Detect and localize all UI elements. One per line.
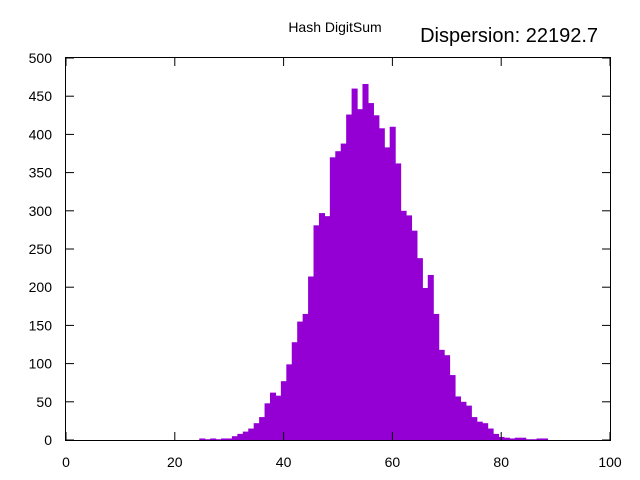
histogram-bar	[242, 431, 249, 440]
histogram-bar	[476, 421, 483, 440]
histogram-bar	[329, 157, 336, 440]
histogram-bar	[542, 438, 549, 440]
histogram-bar	[286, 364, 293, 440]
histogram-bar	[384, 147, 391, 440]
histogram-bar	[531, 439, 538, 440]
y-tick-label: 350	[29, 165, 53, 181]
histogram-bar	[416, 258, 423, 440]
y-tick-label: 50	[36, 394, 52, 410]
histogram-bar	[400, 210, 407, 440]
y-tick-label: 150	[29, 317, 53, 333]
histogram-bar	[302, 313, 309, 440]
y-tick-label: 0	[44, 432, 52, 448]
histogram-bar	[215, 439, 222, 440]
histogram-bar	[503, 437, 510, 440]
histogram-bar	[297, 321, 304, 440]
x-tick-label: 60	[385, 454, 401, 470]
bars-group	[199, 83, 549, 441]
y-tick-label: 100	[29, 356, 53, 372]
histogram-bar	[313, 225, 320, 440]
histogram-bar	[275, 395, 282, 440]
histogram-bar	[270, 392, 277, 440]
histogram-bar	[248, 428, 255, 440]
histogram-bar	[433, 313, 440, 440]
histogram-bar	[471, 417, 478, 440]
histogram-bar	[525, 439, 532, 440]
y-tick-label: 450	[29, 88, 53, 104]
y-tick-label: 500	[29, 50, 53, 66]
histogram-bar	[406, 215, 413, 440]
histogram-bar	[291, 342, 298, 440]
histogram-bar	[226, 438, 233, 440]
histogram-bar	[351, 88, 358, 440]
dispersion-annotation: Dispersion: 22192.7	[420, 25, 598, 47]
x-tick-label: 80	[493, 454, 509, 470]
histogram-bar	[318, 213, 325, 440]
histogram-bar	[335, 151, 342, 440]
histogram-bar	[395, 163, 402, 440]
histogram-bar	[221, 438, 228, 440]
histogram-bar	[346, 114, 353, 440]
histogram-bar	[357, 109, 364, 441]
histogram-bar	[460, 401, 467, 440]
histogram-bar	[493, 433, 500, 440]
x-tick-label: 0	[62, 454, 70, 470]
histogram-bar	[509, 438, 516, 440]
histogram-bar	[373, 115, 380, 441]
x-tick-label: 40	[276, 454, 292, 470]
histogram-bar	[324, 216, 331, 440]
histogram-bar	[308, 276, 315, 440]
histogram-bar	[422, 287, 429, 440]
histogram-bar	[449, 375, 456, 440]
y-tick-label: 400	[29, 126, 53, 142]
histogram-bar	[253, 423, 260, 440]
histogram-bar	[204, 439, 211, 440]
histogram-bar	[482, 423, 489, 440]
histogram-bar	[280, 381, 287, 440]
histogram-bar	[367, 103, 374, 441]
y-tick-label: 200	[29, 279, 53, 295]
y-tick-label: 250	[29, 241, 53, 257]
histogram-bar	[438, 349, 445, 440]
ticks-group: 0 20 40 60 80 100 0 50 100 150 200 250 300 350 400 450 5…	[29, 50, 622, 470]
histogram-bar	[210, 438, 217, 440]
y-tick-label: 300	[29, 203, 53, 219]
histogram-bar	[444, 355, 451, 440]
histogram-bar	[237, 433, 244, 440]
histogram-bar	[340, 143, 347, 440]
histogram-bar	[199, 438, 206, 440]
histogram-bar	[536, 438, 543, 440]
histogram-bar	[259, 417, 266, 440]
histogram-bar	[389, 126, 396, 440]
histogram-bar	[411, 230, 418, 440]
x-tick-label: 20	[167, 454, 183, 470]
histogram-bar	[427, 274, 434, 440]
histogram-bar	[231, 436, 238, 440]
histogram-bar	[378, 128, 385, 440]
histogram-bar	[465, 405, 472, 440]
histogram-bar	[487, 428, 494, 440]
histogram-bar	[520, 437, 527, 440]
histogram-bar	[264, 403, 271, 440]
histogram-bar	[514, 437, 521, 440]
plot-frame	[65, 57, 611, 441]
histogram-bar	[454, 396, 461, 440]
histogram-bar	[362, 83, 369, 440]
chart-title: Hash DigitSum	[288, 19, 381, 35]
x-tick-label: 100	[598, 454, 622, 470]
